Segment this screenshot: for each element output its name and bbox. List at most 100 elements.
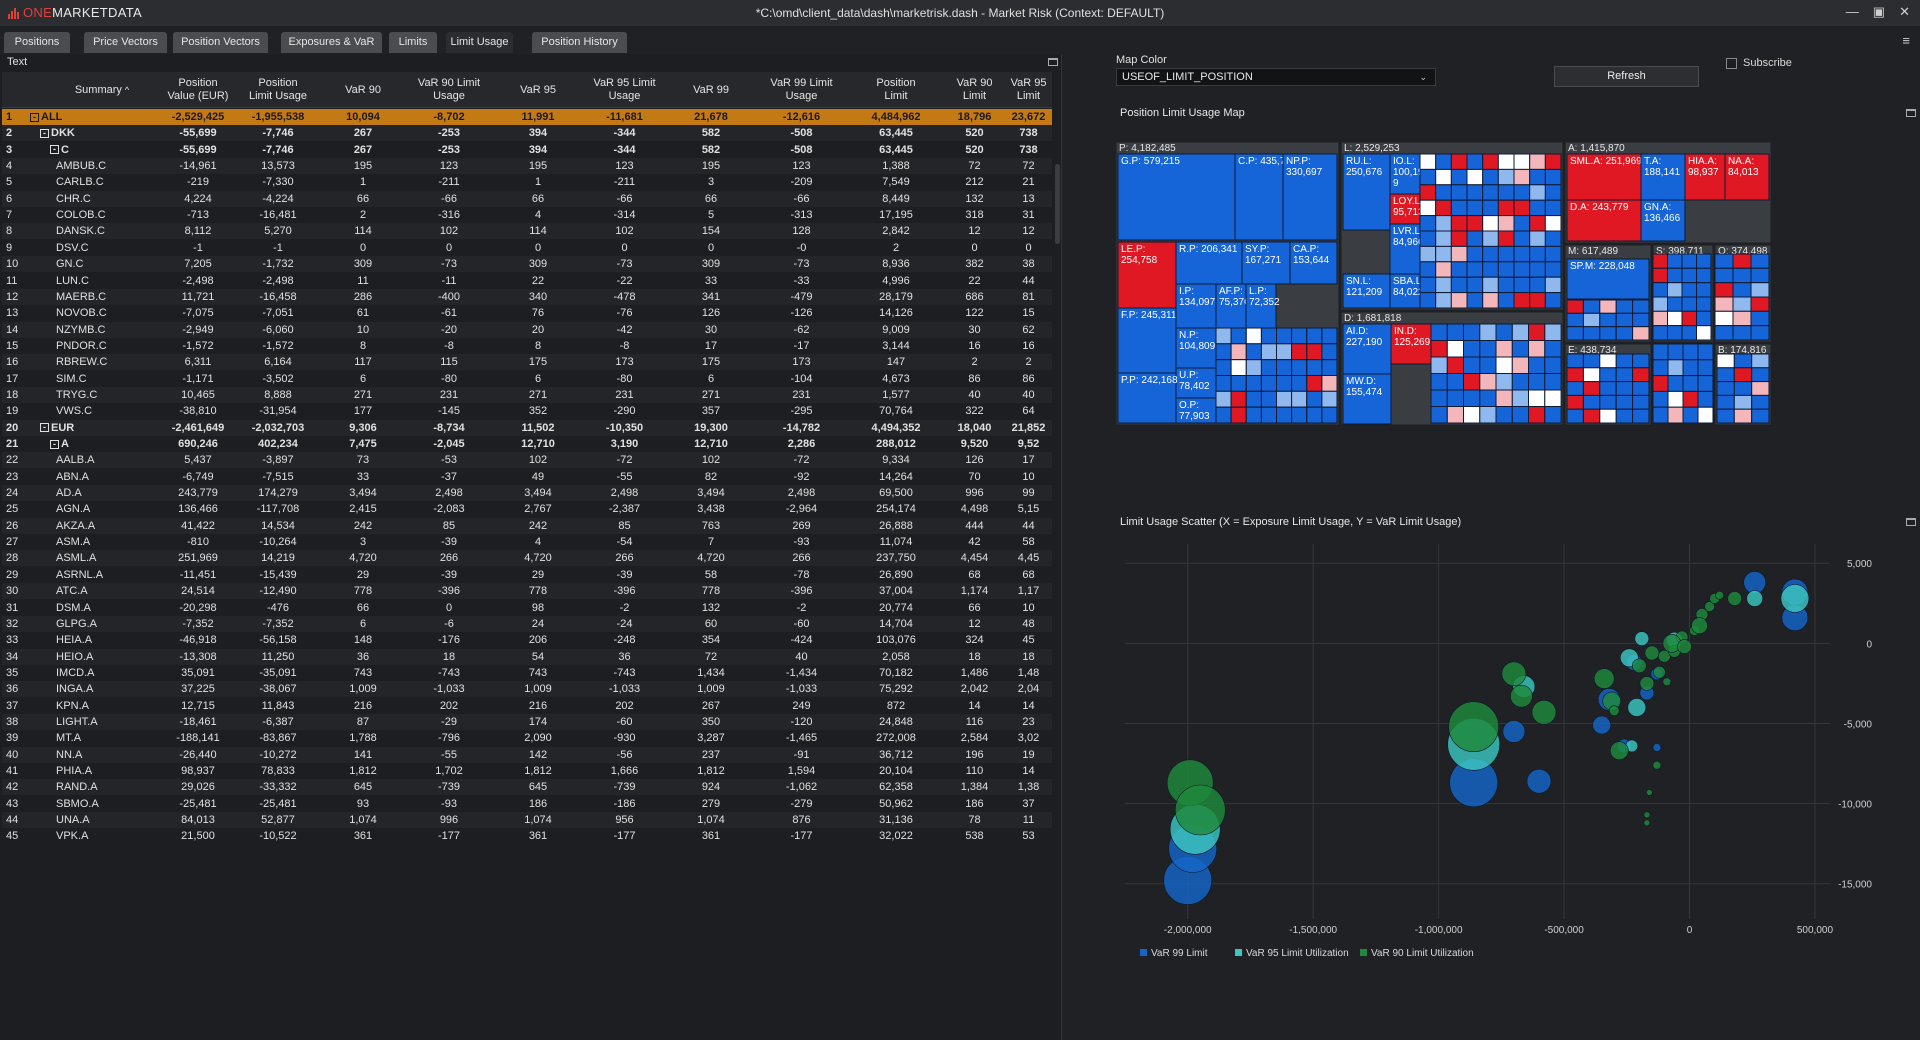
treemap-tile[interactable] [1529, 168, 1546, 186]
treemap-tile[interactable] [1466, 230, 1484, 247]
scatter-point-var95[interactable] [1634, 631, 1650, 646]
table-row[interactable]: 31 DSM.A -20,298 -476 66 0 98 -2 132 -2 20,774 66 10 [2, 599, 1052, 616]
table-row[interactable]: 45 VPK.A 21,500 -10,522 361 -177 361 -177 361 -17… [2, 828, 1052, 845]
legend-label[interactable]: VaR 90 Limit Utilization [1371, 948, 1474, 959]
treemap-tile[interactable] [1276, 375, 1293, 392]
treemap-tile[interactable] [1497, 292, 1515, 309]
treemap-tile[interactable] [1291, 390, 1308, 408]
treemap-tile[interactable] [1615, 367, 1634, 383]
treemap-tile[interactable] [1450, 292, 1468, 309]
treemap-tile[interactable] [1175, 367, 1217, 399]
treemap-tile[interactable] [1529, 261, 1546, 278]
map-color-select[interactable]: USEOF_LIMIT_POSITION ⌄ [1116, 68, 1436, 86]
treemap-tile[interactable] [1321, 359, 1338, 376]
treemap-tile[interactable] [1544, 276, 1562, 294]
treemap-tile[interactable] [1479, 406, 1497, 424]
treemap-tile[interactable] [1751, 381, 1770, 396]
treemap-tile[interactable] [1497, 168, 1515, 186]
table-row[interactable]: 12 MAERB.C 11,721 -16,458 286 -400 340 -478 341 -… [2, 288, 1052, 305]
treemap-tile[interactable] [1528, 406, 1546, 424]
position-limit-usage-treemap[interactable]: P: 4,182,485 L: 2,529,253 A: 1,415,870 D: 1… [1116, 142, 1911, 544]
treemap-tile[interactable] [1175, 283, 1217, 329]
treemap-tile[interactable] [1446, 323, 1465, 341]
treemap-tile[interactable] [1652, 282, 1668, 298]
treemap-tile[interactable] [1497, 245, 1515, 263]
treemap-tile[interactable] [1245, 406, 1262, 424]
scatter-point-var90[interactable] [1653, 665, 1666, 679]
treemap-tile[interactable] [1419, 245, 1437, 263]
treemap-tile[interactable] [1435, 261, 1452, 278]
scatter-point-var90[interactable] [1652, 760, 1662, 770]
treemap-tile[interactable] [1389, 193, 1421, 225]
table-row[interactable]: 40 NN.A -26,440 -10,272 141 -55 142 -56 237 -91 36… [2, 746, 1052, 763]
scatter-point-var95[interactable] [1627, 698, 1647, 717]
treemap-tile[interactable] [1566, 258, 1650, 300]
treemap-tile[interactable] [1342, 373, 1392, 425]
treemap-tile[interactable] [1682, 375, 1699, 392]
treemap-tile[interactable] [1479, 340, 1497, 358]
treemap-tile[interactable] [1751, 408, 1770, 424]
treemap-tile[interactable] [1241, 241, 1291, 285]
treemap-tile[interactable] [1450, 168, 1468, 186]
scatter-point-var95[interactable] [1780, 584, 1810, 613]
treemap-tile[interactable] [1544, 406, 1562, 424]
column-header[interactable]: VaR 99 Limit Usage [770, 77, 833, 102]
treemap-tile[interactable] [1389, 223, 1421, 275]
treemap-tile[interactable] [1714, 310, 1734, 327]
treemap-tile[interactable] [1466, 215, 1484, 232]
treemap-tile[interactable] [1497, 184, 1515, 201]
treemap-tile[interactable] [1667, 310, 1683, 327]
treemap-tile[interactable] [1511, 373, 1530, 391]
treemap-tile[interactable] [1513, 276, 1531, 294]
treemap-tile[interactable] [1450, 261, 1468, 278]
treemap-tile[interactable] [1632, 299, 1650, 314]
treemap-tile[interactable] [1716, 394, 1735, 410]
table-row[interactable]: 4 AMBUB.C -14,961 13,573 195 123 195 123 195 123 1… [2, 158, 1052, 175]
table-row[interactable]: 36 INGA.A 37,225 -38,067 1,009 -1,033 1,009 -1,… [2, 681, 1052, 698]
treemap-tile[interactable] [1652, 310, 1668, 327]
scatter-point-var90[interactable] [1501, 661, 1527, 687]
treemap-tile[interactable] [1175, 397, 1217, 424]
treemap-tile[interactable] [1632, 367, 1650, 383]
legend-label[interactable]: VaR 99 Limit [1151, 948, 1208, 959]
tab-price-vectors[interactable]: Price Vectors [84, 32, 167, 53]
treemap-tile[interactable] [1291, 327, 1308, 345]
treemap-tile[interactable] [1652, 390, 1669, 408]
table-row[interactable]: 2 - DKK -55,699 -7,746 267 -253 394 -344 582 -508 6… [2, 125, 1052, 142]
treemap-tile[interactable] [1733, 367, 1753, 383]
treemap-tile[interactable] [1682, 343, 1699, 361]
table-row[interactable]: 18 TRYG.C 10,465 8,888 271 231 271 231 271 231 1,5… [2, 386, 1052, 403]
scatter-point-var90[interactable] [1677, 639, 1692, 654]
treemap-tile[interactable] [1640, 153, 1686, 201]
treemap-tile[interactable] [1599, 326, 1617, 341]
treemap-tile[interactable] [1234, 153, 1284, 241]
treemap-tile[interactable] [1230, 327, 1247, 345]
scatter-point-var99[interactable] [1526, 768, 1552, 794]
scatter-point-var90[interactable] [1531, 700, 1557, 725]
scatter-point-var90[interactable] [1593, 668, 1615, 689]
treemap-tile[interactable] [1511, 389, 1530, 407]
scatter-point-var99[interactable] [1652, 743, 1662, 752]
treemap-tile[interactable] [1544, 215, 1562, 232]
treemap-tile[interactable] [1714, 296, 1734, 312]
table-row[interactable]: 22 AALB.A 5,437 -3,897 73 -53 102 -72 102 -72 9,33… [2, 452, 1052, 469]
table-row[interactable]: 27 ASM.A -810 -10,264 3 -39 4 -54 7 -93 11,074 42 58 [2, 534, 1052, 551]
treemap-tile[interactable] [1529, 153, 1546, 170]
treemap-tile[interactable] [1652, 296, 1668, 312]
treemap-tile[interactable] [1495, 406, 1513, 424]
table-row[interactable]: 24 AD.A 243,779 174,279 3,494 2,498 3,494 2,498… [2, 485, 1052, 502]
treemap-tile[interactable] [1276, 390, 1293, 408]
treemap-tile[interactable] [1342, 153, 1391, 231]
treemap-tile[interactable] [1276, 359, 1293, 376]
treemap-tile[interactable] [1511, 356, 1530, 374]
table-row[interactable]: 15 PNDOR.C -1,572 -1,572 8 -8 8 -8 17 -17 3,144 16 1… [2, 337, 1052, 354]
treemap-tile[interactable] [1342, 323, 1392, 375]
treemap-tile[interactable] [1495, 373, 1513, 391]
scatter-point-var90[interactable] [1646, 789, 1653, 796]
treemap-tile[interactable] [1260, 327, 1277, 345]
treemap-tile[interactable] [1696, 325, 1712, 341]
minimize-icon[interactable]: — [1845, 4, 1859, 19]
treemap-tile[interactable] [1714, 282, 1734, 298]
treemap-tile[interactable] [1733, 381, 1753, 396]
treemap-tile[interactable] [1652, 267, 1668, 284]
